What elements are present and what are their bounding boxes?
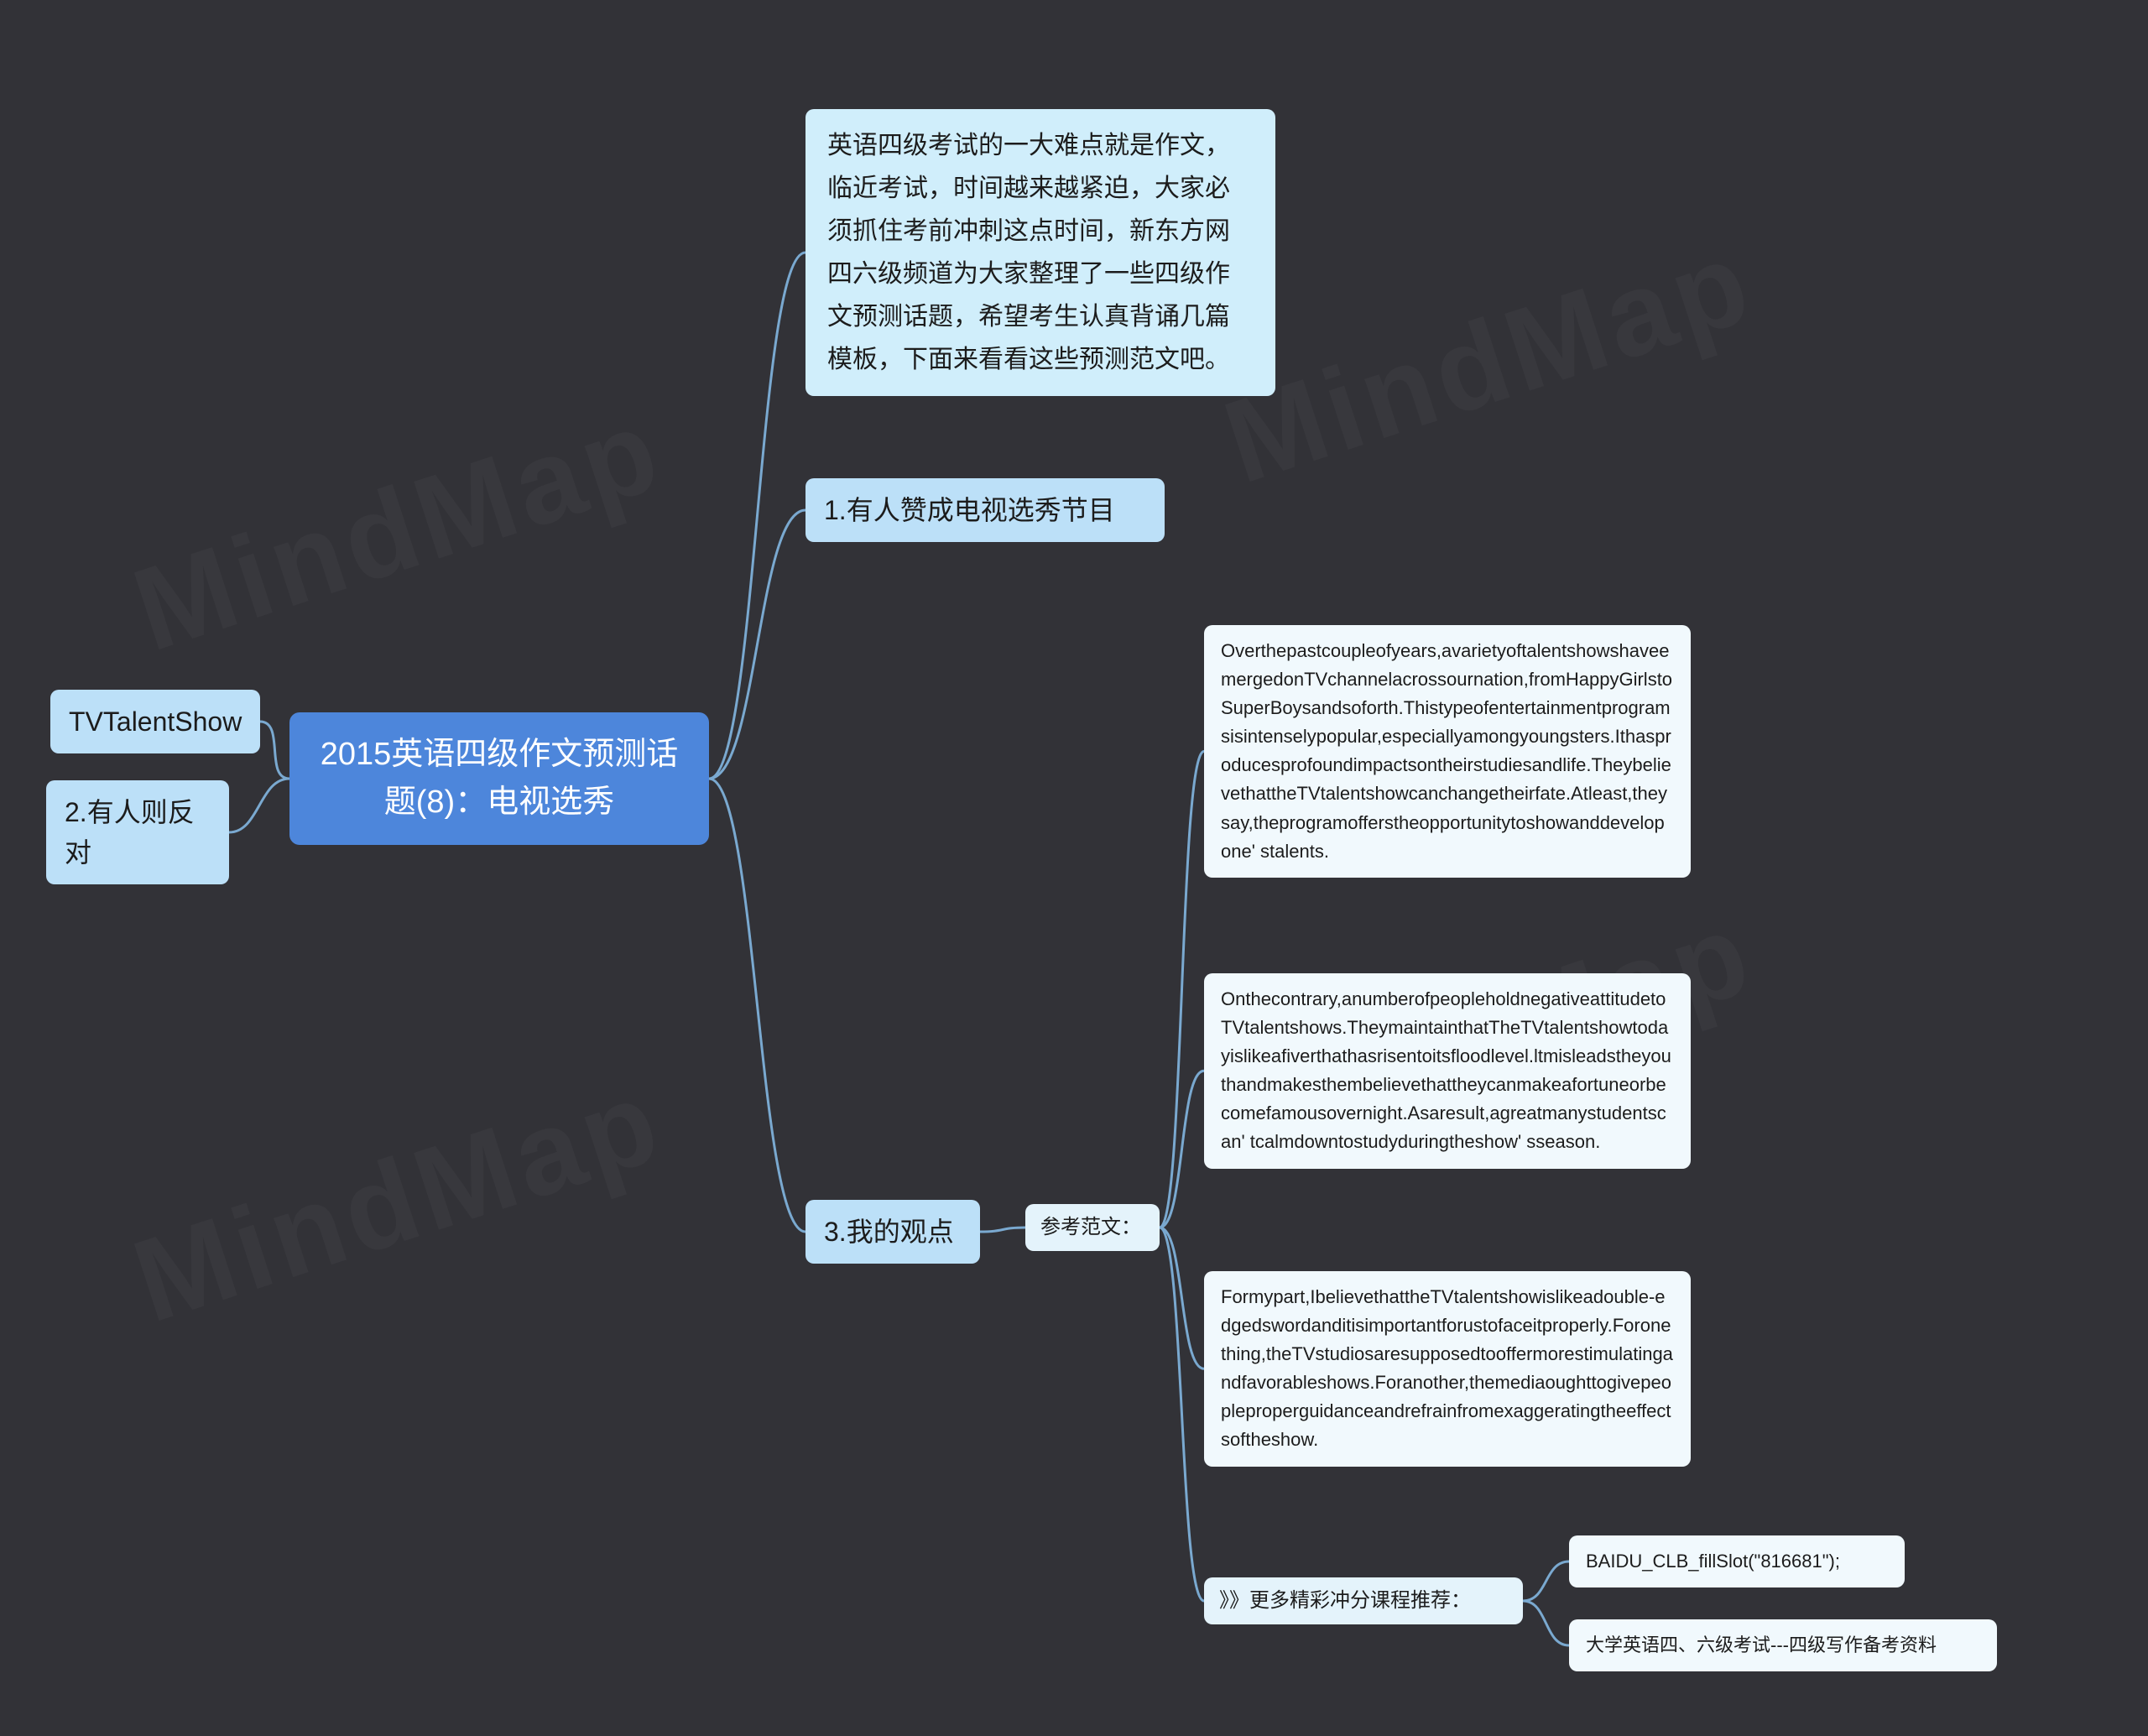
connector — [1160, 1228, 1204, 1368]
essay-paragraph-1: Overthepastcoupleofyears,avarietyoftalen… — [1204, 625, 1691, 878]
connector — [229, 779, 289, 832]
reference-node: 参考范文： — [1025, 1204, 1160, 1251]
recommend-1: BAIDU_CLB_fillSlot("816681"); — [1569, 1535, 1905, 1587]
root-node: 2015英语四级作文预测话 题(8)：电视选秀 — [289, 712, 709, 845]
connector — [1160, 751, 1204, 1228]
essay-paragraph-3: Formypart,IbelievethattheTVtalentshowisl… — [1204, 1271, 1691, 1467]
essay-paragraph-2: Onthecontrary,anumberofpeopleholdnegativ… — [1204, 973, 1691, 1169]
connector — [709, 779, 806, 1232]
connector — [709, 253, 806, 779]
left-node-oppose: 2.有人则反对 — [46, 780, 229, 884]
root-label-line1: 2015英语四级作文预测话 — [315, 731, 684, 779]
point1-node: 1.有人赞成电视选秀节目 — [806, 478, 1165, 542]
root-label-line2: 题(8)：电视选秀 — [315, 779, 684, 826]
watermark: MindMap — [1209, 213, 1769, 510]
more-courses-node: 》》更多精彩冲分课程推荐： — [1204, 1577, 1523, 1624]
connector — [709, 510, 806, 779]
watermark: MindMap — [118, 381, 678, 678]
connector — [980, 1228, 1025, 1232]
mindmap-canvas: MindMap MindMap MindMap MindMap 2015英语四级… — [0, 0, 2148, 1736]
connector — [1523, 1561, 1569, 1601]
connector — [1160, 1071, 1204, 1228]
connector — [1160, 1228, 1204, 1601]
connector — [260, 722, 289, 779]
connector — [1523, 1601, 1569, 1645]
intro-paragraph: 英语四级考试的一大难点就是作文，临近考试，时间越来越紧迫，大家必须抓住考前冲刺这… — [806, 109, 1275, 396]
left-node-tvtalentshow: TVTalentShow — [50, 690, 260, 753]
point3-node: 3.我的观点 — [806, 1200, 980, 1264]
watermark: MindMap — [118, 1052, 678, 1349]
recommend-2: 大学英语四、六级考试---四级写作备考资料 — [1569, 1619, 1997, 1671]
